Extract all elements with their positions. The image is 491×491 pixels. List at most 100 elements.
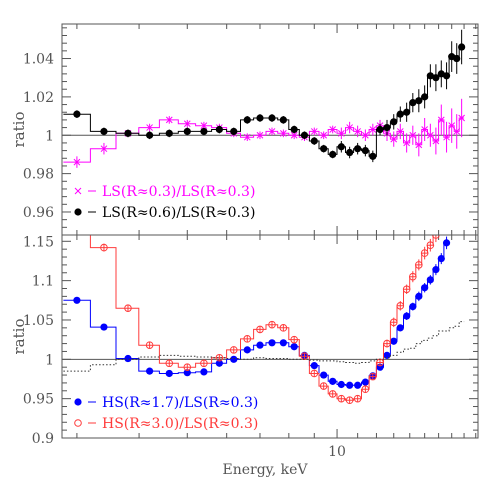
data-point: [310, 128, 318, 135]
data-point: [243, 133, 251, 141]
x-axis-label: Energy, keV: [222, 462, 308, 478]
data-point: [396, 324, 404, 332]
data-point: [243, 346, 251, 354]
data-point: [268, 114, 276, 122]
data-point: [320, 145, 328, 153]
data-point: [124, 304, 132, 312]
data-point: [145, 341, 154, 349]
legend: HS(R≈1.7)/LS(R≈0.3) HS(R≈3.0)/LS(R≈0.3): [74, 395, 258, 432]
data-point: [243, 116, 251, 124]
data-point: [437, 255, 445, 263]
data-point: [73, 158, 81, 166]
data-point: [383, 339, 391, 348]
data-point: [337, 380, 345, 389]
data-point: [256, 114, 264, 122]
data-point: [432, 74, 440, 82]
data-point: [402, 285, 411, 294]
data-point: [354, 128, 361, 135]
data-point: [432, 137, 440, 145]
data-point: [389, 318, 398, 327]
data-point: [279, 339, 287, 347]
data-point: [280, 129, 287, 137]
data-point: [290, 131, 298, 139]
data-point: [337, 394, 346, 403]
data-point: [300, 131, 309, 139]
data-point: [353, 394, 362, 403]
data-point: [453, 128, 461, 135]
data-point: [100, 145, 108, 153]
y-tick-label: 1.02: [23, 90, 54, 106]
data-point: [403, 139, 410, 147]
y-tick-label: 1: [45, 352, 54, 368]
data-point: [421, 284, 429, 292]
x-tick-label: 10: [328, 444, 346, 460]
y-axis-label: ratio: [10, 319, 28, 355]
data-point: [354, 145, 362, 153]
data-point: [183, 363, 192, 371]
series-1: [63, 236, 451, 389]
data-point: [426, 131, 434, 139]
legend-label: LS(R≈0.6)/LS(R≈0.3): [102, 205, 255, 221]
data-point: [458, 114, 465, 122]
data-point: [415, 97, 423, 105]
data-point: [437, 116, 445, 124]
data-point: [415, 261, 423, 269]
data-point: [319, 382, 328, 390]
legend: LS(R≈0.3)/LS(R≈0.3) LS(R≈0.6)/LS(R≈0.3): [74, 184, 255, 221]
data-point: [200, 122, 208, 130]
data-point: [329, 377, 337, 385]
data-point: [443, 133, 450, 141]
data-point: [453, 54, 461, 63]
y-tick-label: 1.15: [23, 234, 54, 250]
data-point: [415, 141, 423, 149]
data-point: [403, 108, 411, 116]
data-point: [426, 241, 435, 250]
data-point: [100, 127, 108, 136]
series-2: [89, 235, 440, 405]
data-point: [409, 272, 417, 281]
data-point: [403, 312, 411, 320]
data-point: [420, 249, 429, 257]
data-point: [337, 129, 345, 137]
data-point: [310, 369, 319, 378]
legend-marker: [74, 208, 82, 216]
data-point: [361, 378, 369, 386]
data-point: [124, 129, 132, 137]
data-point: [200, 127, 208, 136]
data-point: [146, 124, 153, 131]
plot-frame: [61, 234, 479, 439]
data-point: [361, 147, 369, 155]
data-point: [361, 385, 370, 394]
legend-marker: [74, 398, 82, 406]
data-point: [230, 355, 238, 363]
data-point: [346, 381, 354, 389]
dotted-series-line: [63, 321, 465, 372]
legend-label: HS(R≈3.0)/LS(R≈0.3): [102, 416, 258, 432]
data-point: [165, 369, 173, 378]
data-point: [256, 325, 264, 334]
data-point: [183, 127, 191, 136]
top-panel: 0.96 0.98 1 1.02 1.04 ratio LS(R≈0.3)/LS(R≈0.3…: [10, 23, 479, 236]
series-1: [63, 98, 465, 168]
data-point: [421, 126, 429, 133]
data-point: [268, 128, 276, 135]
data-point: [328, 390, 337, 398]
data-point: [337, 143, 345, 151]
legend-label: HS(R≈1.7)/LS(R≈0.3): [102, 395, 258, 411]
data-point: [415, 292, 423, 300]
series-3: [63, 321, 465, 372]
data-point: [230, 127, 238, 136]
data-point: [268, 339, 276, 347]
data-point: [432, 235, 440, 239]
data-point: [200, 359, 208, 368]
y-tick-label: 0.9: [32, 431, 54, 447]
data-point: [426, 276, 434, 284]
data-point: [329, 150, 337, 159]
data-point: [200, 368, 208, 376]
y-tick-label: 1.04: [23, 52, 54, 68]
bottom-panel: 0.9 0.95 1 1.05 1.1 1.15 10 ratio HS(R≈1.7)/LS(R…: [10, 234, 479, 460]
data-point: [229, 346, 238, 354]
data-point: [100, 243, 108, 252]
data-point: [256, 131, 264, 139]
data-point: [290, 125, 298, 134]
